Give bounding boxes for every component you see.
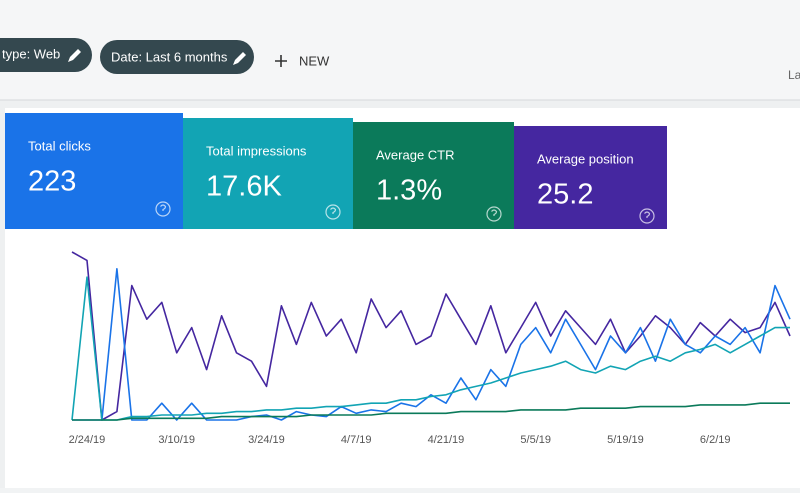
metric-label: Average position [537, 151, 634, 166]
help-icon [325, 204, 341, 220]
series-line [72, 268, 791, 421]
x-tick-label: 2/24/19 [69, 434, 106, 446]
filter-text: Date: Last 6 months [111, 49, 228, 64]
truncated-text: La [788, 68, 800, 82]
metric-card[interactable] [183, 118, 353, 229]
metric-card[interactable] [5, 113, 183, 229]
chart: 2/24/19 3/10/19 3/24/19 4/7/19 4/21/19 5/5/19… [69, 251, 791, 446]
help-icon [639, 208, 655, 224]
x-tick-label: 3/10/19 [158, 434, 195, 446]
filter-chip[interactable] [0, 38, 92, 72]
x-tick-label: 5/19/19 [607, 434, 644, 446]
filter-chip[interactable] [100, 40, 254, 74]
metric-value: 17.6K [206, 171, 282, 203]
help-glyph [644, 211, 651, 218]
help-glyph [330, 207, 337, 214]
metric-label: Average CTR [376, 147, 455, 162]
series-line [71, 251, 791, 421]
x-tick-label: 6/2/19 [700, 434, 731, 446]
metric-cards: Total clicks 223 Total impressions 17.6K Ave… [5, 113, 667, 229]
new-button[interactable]: NEW [299, 53, 330, 68]
filter-text: type: Web [2, 46, 60, 61]
help-icon [155, 201, 171, 217]
metric-label: Total clicks [28, 138, 91, 153]
metric-card[interactable] [514, 126, 667, 229]
x-tick-label: 5/5/19 [520, 434, 551, 446]
metric-value: 25.2 [537, 179, 593, 211]
help-icon [486, 206, 502, 222]
series-line [72, 402, 790, 421]
x-tick-label: 3/24/19 [248, 434, 285, 446]
x-tick-label: 4/7/19 [341, 434, 372, 446]
series-line [71, 276, 790, 421]
x-tick-label: 4/21/19 [428, 434, 465, 446]
metric-value: 223 [28, 166, 76, 198]
metric-value: 1.3% [376, 175, 442, 207]
edit-icon [68, 49, 81, 62]
help-glyph [160, 204, 167, 211]
edit-icon [233, 52, 246, 65]
add-icon[interactable] [275, 55, 287, 67]
help-glyph [491, 209, 498, 216]
metric-label: Total impressions [206, 143, 307, 158]
